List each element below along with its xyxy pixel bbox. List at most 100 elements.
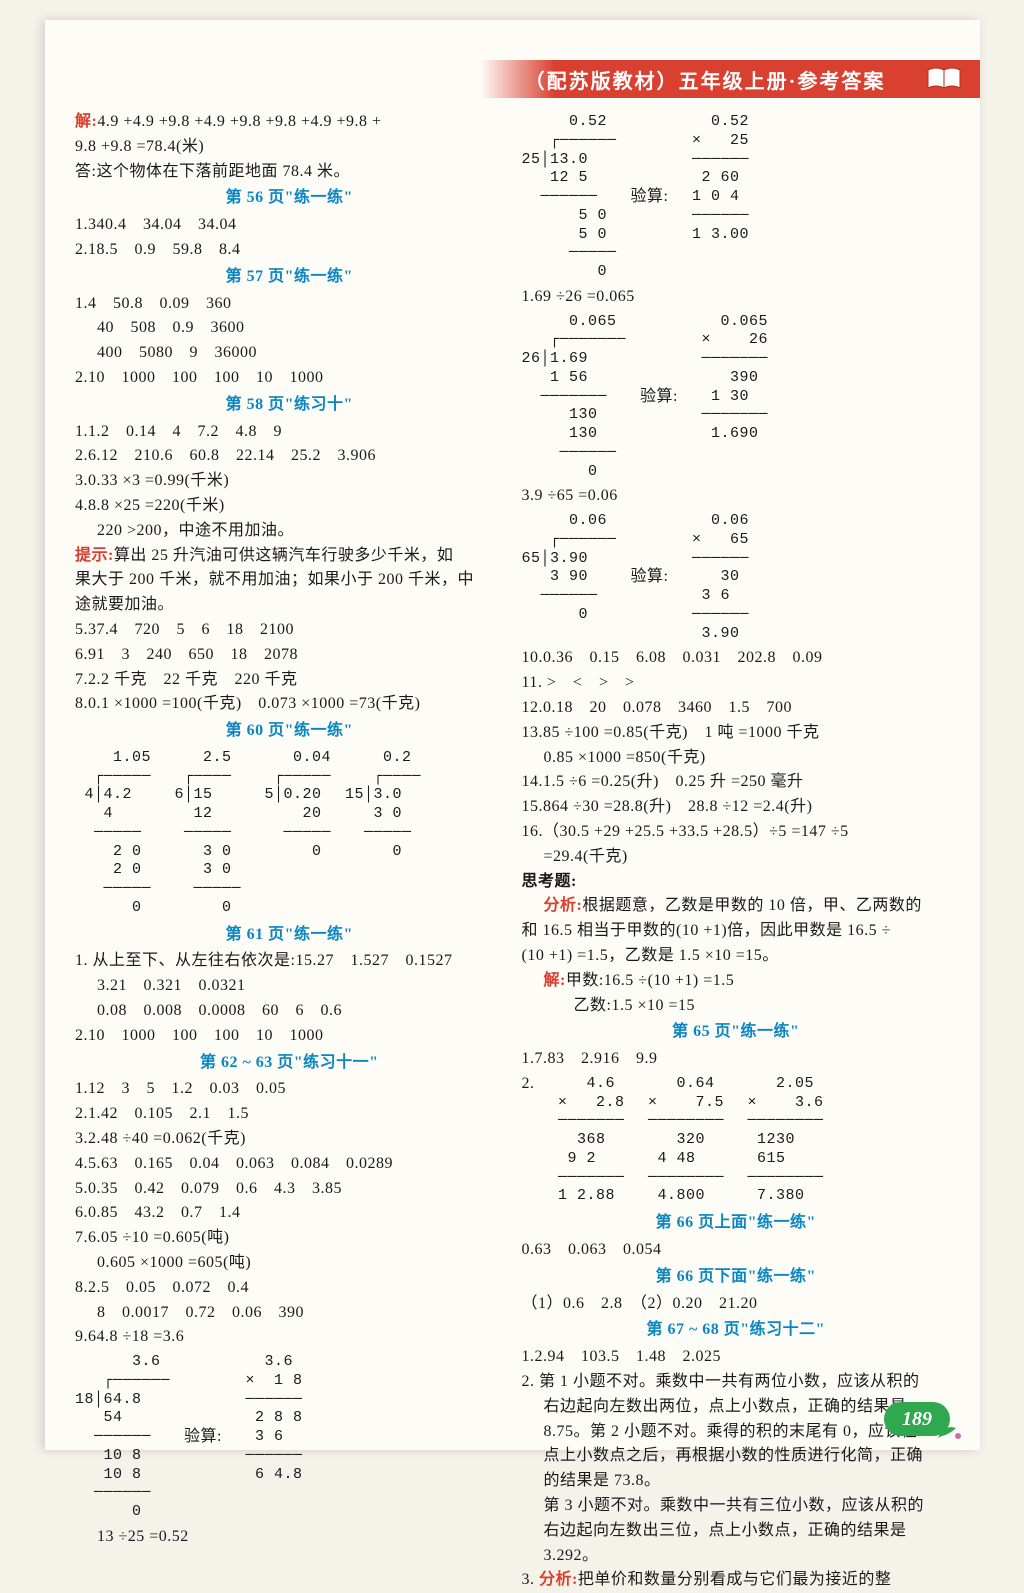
line: 提示:算出 25 升汽油可供这辆汽车行驶多少千米，如	[75, 544, 504, 569]
line: 点上小数点之后，再根据小数的性质进行化简，正确	[522, 1444, 951, 1469]
line: 1.1.2 0.14 4 7.2 4.8 9	[75, 420, 504, 445]
text: 算出 25 升汽油可供这辆汽车行驶多少千米，如	[114, 547, 454, 564]
line: （1）0.6 2.8 （2）0.20 21.20	[522, 1292, 951, 1317]
label-jie: 解:	[75, 113, 97, 130]
q3-label: 3.	[522, 1571, 540, 1588]
line: 解:甲数:16.5 ÷(10 +1) =1.5	[522, 969, 951, 994]
line: 解:4.9 +4.9 +9.8 +4.9 +9.8 +9.8 +4.9 +9.8…	[75, 110, 504, 135]
line: 8.0.1 ×1000 =100(千克) 0.073 ×1000 =73(千克)	[75, 692, 504, 717]
text: 甲数:16.5 ÷(10 +1) =1.5	[566, 972, 734, 989]
mult-65a: 4.6 × 2.8 ─────── 368 9 2 ─────── 1 2.88	[549, 1075, 625, 1206]
mult-r1: 0.52 × 25 ────── 2 60 1 0 4 ────── 1 3.0…	[682, 113, 749, 244]
line: 13 ÷25 =0.52	[75, 1525, 504, 1550]
line: 3. 分析:把单价和数量分别看成与它们最为接近的整	[522, 1568, 951, 1593]
section-56: 第 56 页"练一练"	[75, 186, 504, 211]
line: 9.64.8 ÷18 =3.6	[75, 1325, 504, 1350]
line: 1.2.94 103.5 1.48 2.025	[522, 1345, 951, 1370]
line: 1.69 ÷26 =0.065	[522, 285, 951, 310]
line: 6.0.85 43.2 0.7 1.4	[75, 1201, 504, 1226]
line: 途就要加油。	[75, 593, 504, 618]
line: 果大于 200 千米，就不用加油；如果小于 200 千米，中	[75, 568, 504, 593]
line: 3.0.33 ×3 =0.99(千米)	[75, 469, 504, 494]
line: 右边起向左数出三位，点上小数点，正确的结果是	[522, 1519, 951, 1544]
line: 第 3 小题不对。乘数中一共有三位小数，应该从积的	[522, 1494, 951, 1519]
line: 9.8 +9.8 =78.4(米)	[75, 135, 504, 160]
line: 3.2.48 ÷40 =0.062(千克)	[75, 1127, 504, 1152]
line: 7.6.05 ÷10 =0.605(吨)	[75, 1226, 504, 1251]
longdiv-r3: 0.06 ┌────── 65│3.90 3 90 ────── 0	[522, 512, 617, 625]
line: 14.1.5 ÷6 =0.25(升) 0.25 升 =250 毫升	[522, 770, 951, 795]
line: 和 16.5 相当于甲数的(10 +1)倍，因此甲数是 16.5 ÷	[522, 919, 951, 944]
text: 根据题意，乙数是甲数的 10 倍，甲、乙两数的	[582, 897, 922, 914]
label-jie2: 解:	[544, 972, 566, 989]
yansuan-label: 验算:	[631, 565, 669, 590]
q2-label: 2.	[522, 1072, 535, 1097]
line: 11. > < > >	[522, 671, 951, 696]
mult-65c: 2.05 × 3.6 ──────── 1230 615 ──────── 7.…	[738, 1075, 824, 1206]
line: 0.63 0.063 0.054	[522, 1238, 951, 1263]
page: （配苏版教材）五年级上册·参考答案 解:4.9 +4.9 +9.8 +4.9 +…	[45, 20, 980, 1450]
label-fenxi2: 分析:	[539, 1571, 578, 1588]
line: 2.1.42 0.105 2.1 1.5	[75, 1102, 504, 1127]
yansuan-label: 验算:	[640, 385, 678, 410]
line: 5.0.35 0.42 0.079 0.6 4.3 3.85	[75, 1177, 504, 1202]
line: 3.9 ÷65 =0.06	[522, 484, 951, 509]
section-65: 第 65 页"练一练"	[522, 1020, 951, 1045]
longdiv-r2: 0.065 ┌─────── 26│1.69 1 56 ─────── 130 …	[522, 313, 627, 482]
line: 5.37.4 720 5 6 18 2100	[75, 618, 504, 643]
line: 1. 从上至下、从左往右依次是:15.27 1.527 0.1527	[75, 949, 504, 974]
division-row-r2: 0.065 ┌─────── 26│1.69 1 56 ─────── 130 …	[522, 310, 951, 485]
text: 把单价和数量分别看成与它们最为接近的整	[578, 1571, 892, 1588]
line: 12.0.18 20 0.078 3460 1.5 700	[522, 696, 951, 721]
line: 2.18.5 0.9 59.8 8.4	[75, 238, 504, 263]
line: 40 508 0.9 3600	[75, 316, 504, 341]
section-61: 第 61 页"练一练"	[75, 923, 504, 948]
section-67: 第 67 ~ 68 页"练习十二"	[522, 1318, 951, 1343]
book-icon	[926, 66, 962, 92]
line: 1.12 3 5 1.2 0.03 0.05	[75, 1077, 504, 1102]
line: 2.10 1000 100 100 10 1000	[75, 366, 504, 391]
line: 15.864 ÷30 =28.8(升) 28.8 ÷12 =2.4(升)	[522, 795, 951, 820]
line: 6.91 3 240 650 18 2078	[75, 643, 504, 668]
line: 0.08 0.008 0.0008 60 6 0.6	[75, 999, 504, 1024]
longdiv-b: 2.5 ┌──── 6│15 12 ───── 3 0 3 0 ───── 0	[165, 749, 241, 918]
line: 2.10 1000 100 100 10 1000	[75, 1024, 504, 1049]
yansuan-label: 验算:	[631, 185, 669, 210]
line: 4.8.8 ×25 =220(千米)	[75, 494, 504, 519]
line: 1.340.4 34.04 34.04	[75, 213, 504, 238]
line: 220 >200，中途不用加油。	[75, 519, 504, 544]
line: 的结果是 73.8。	[522, 1469, 951, 1494]
line: 答:这个物体在下落前距地面 78.4 米。	[75, 160, 504, 185]
leaf-icon	[936, 1422, 962, 1442]
division-row-60: 1.05 ┌───── 4│4.2 4 ───── 2 0 2 0 ───── …	[75, 746, 504, 921]
line: 1.4 50.8 0.09 360	[75, 292, 504, 317]
line: 0.605 ×1000 =605(吨)	[75, 1251, 504, 1276]
line: 2.6.12 210.6 60.8 22.14 25.2 3.906	[75, 444, 504, 469]
mult-r2: 0.065 × 26 ─────── 390 1 30 ─────── 1.69…	[692, 313, 768, 444]
line: 分析:根据题意，乙数是甲数的 10 倍，甲、乙两数的	[522, 894, 951, 919]
header-band: （配苏版教材）五年级上册·参考答案	[480, 60, 980, 98]
header-title: （配苏版教材）五年级上册·参考答案	[525, 65, 886, 94]
longdiv-a: 1.05 ┌───── 4│4.2 4 ───── 2 0 2 0 ───── …	[75, 749, 151, 918]
columns: 解:4.9 +4.9 +9.8 +4.9 +9.8 +9.8 +4.9 +9.8…	[75, 110, 950, 1400]
longdiv-r1: 0.52 ┌────── 25│13.0 12 5 ────── 5 0 5 0…	[522, 113, 617, 282]
mult-r3: 0.06 × 65 ────── 30 3 6 ────── 3.90	[682, 512, 749, 643]
division-row-62: 3.6 ┌────── 18│64.8 54 ────── 10 8 10 8 …	[75, 1350, 504, 1525]
division-row-r3: 0.06 ┌────── 65│3.90 3 90 ────── 0 验算: 0…	[522, 509, 951, 646]
line: =29.4(千克)	[522, 845, 951, 870]
line: 7.2.2 千克 22 千克 220 千克	[75, 668, 504, 693]
label-fenxi: 分析:	[544, 897, 583, 914]
longdiv-d: 0.2 ┌──── 15│3.0 3 0 ───── 0	[345, 749, 421, 862]
line: 3.292。	[522, 1544, 951, 1569]
label-tishi: 提示:	[75, 547, 114, 564]
line: 10.0.36 0.15 6.08 0.031 202.8 0.09	[522, 646, 951, 671]
line: 400 5080 9 36000	[75, 341, 504, 366]
longdiv-c: 0.04 ┌───── 5│0.20 20 ───── 0	[255, 749, 331, 862]
section-66a: 第 66 页上面"练一练"	[522, 1211, 951, 1236]
line: 13.85 ÷100 =0.85(千克) 1 吨 =1000 千克	[522, 721, 951, 746]
line: 2. 第 1 小题不对。乘数中一共有两位小数，应该从积的	[522, 1370, 951, 1395]
mult-row-65: 2. 4.6 × 2.8 ─────── 368 9 2 ─────── 1 2…	[522, 1072, 951, 1209]
longdiv-62a: 3.6 ┌────── 18│64.8 54 ────── 10 8 10 8 …	[75, 1353, 170, 1522]
line: 16.（30.5 +29 +25.5 +33.5 +28.5）÷5 =147 ÷…	[522, 820, 951, 845]
yansuan-label: 验算:	[184, 1425, 222, 1450]
